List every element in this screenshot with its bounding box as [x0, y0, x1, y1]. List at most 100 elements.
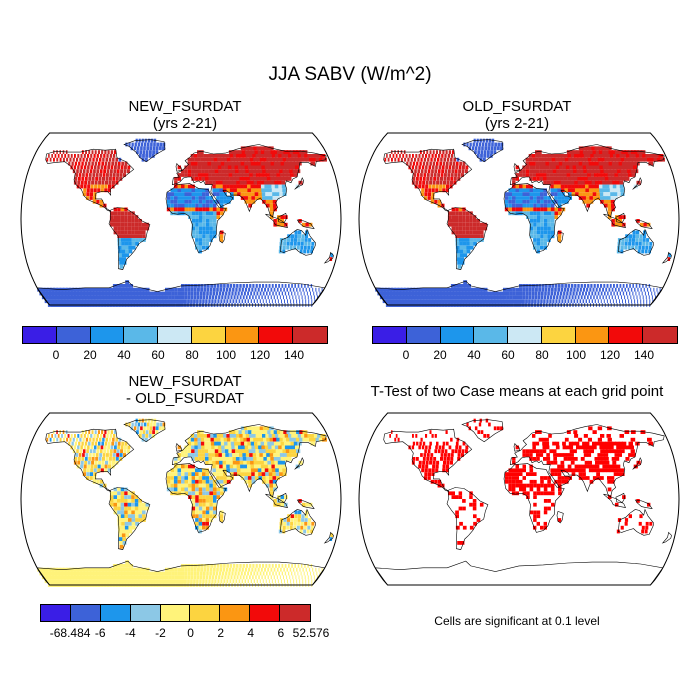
colorbar-label: 100 [215, 348, 237, 362]
panel-title-new-line1: NEW_FSURDAT [128, 98, 242, 115]
coastline-australia [279, 508, 316, 536]
panel-title-ttest-line1: T-Test of two Case means at each grid po… [370, 383, 664, 400]
colorbar-box [373, 327, 407, 343]
coastline-southAmerica [446, 207, 489, 270]
main-title: JJA SABV (W/m^2) [268, 64, 432, 85]
map-ttest [358, 412, 680, 586]
coastline-greenland [123, 419, 166, 443]
map-old-fsurdat [358, 132, 680, 307]
colorbar-box [70, 605, 101, 621]
colorbar-label: 0 [187, 626, 194, 640]
coastline-madagascar [218, 231, 226, 244]
coastline-northAmerica [383, 428, 473, 492]
map-boundary [20, 132, 342, 306]
panel-title-diff-line1: NEW_FSURDAT [128, 373, 242, 390]
coastline-indonesia [603, 493, 627, 509]
colorbar-box [190, 605, 221, 621]
colorbar-box [575, 327, 610, 343]
colorbar-label: 20 [83, 348, 97, 362]
coastline-eurasia [509, 144, 665, 218]
colorbar-box [160, 605, 191, 621]
colorbar-box [41, 605, 71, 621]
colorbar-box [90, 327, 125, 343]
colorbar-label: 120 [599, 348, 621, 362]
map-boundary [358, 132, 680, 306]
colorbar-boxes [22, 326, 328, 344]
colorbar-label: 120 [249, 348, 271, 362]
coastline-newGuinea [296, 219, 315, 230]
coastline-newZealand [323, 531, 334, 544]
colorbar-box [541, 327, 576, 343]
coastline-madagascar [556, 231, 564, 244]
colorbar-label: 2 [217, 626, 224, 640]
map-difference [20, 412, 342, 587]
coastline-southAmerica [446, 487, 489, 550]
coastline-northAmerica [383, 148, 473, 212]
coastline-borneo [277, 212, 288, 224]
coastline-japan [632, 177, 643, 190]
colorbar-box [225, 327, 260, 343]
colorbar-box [158, 327, 192, 343]
colorbar-box [406, 327, 441, 343]
coastline-eurasia [171, 144, 327, 218]
coastline-africa [503, 463, 565, 533]
colorbar-label: -68.484 [49, 626, 91, 640]
coastline-japan [632, 457, 643, 470]
colorbar-new: 0 20 40 60 80 100 120 140 [22, 326, 328, 366]
coastline-africa [165, 463, 227, 533]
coastline-borneo [615, 492, 626, 504]
coastline-africa [165, 183, 227, 253]
panel-title-new-line2: (yrs 2-21) [152, 115, 218, 132]
colorbar-label: -4 [124, 626, 136, 640]
colorbar-box [130, 605, 161, 621]
coastline-greenland [461, 419, 504, 443]
coastline-indonesia [265, 493, 289, 509]
coastline-japan [294, 457, 305, 470]
colorbar-label: 0 [52, 348, 60, 362]
coastline-antarctica [36, 560, 326, 586]
colorbar-box [250, 605, 281, 621]
coastline-newZealand [661, 251, 672, 264]
map-boundary [358, 412, 680, 586]
colorbar-label: 100 [565, 348, 587, 362]
coastline-southAmerica [108, 487, 151, 550]
colorbar-boxes [40, 604, 311, 622]
coastline-antarctica [374, 560, 664, 586]
coastline-newZealand [323, 251, 334, 264]
coastline-australia [279, 228, 316, 256]
coastline-borneo [615, 212, 626, 224]
coastline-madagascar [218, 511, 226, 524]
panel-title-old-line2: (yrs 2-21) [484, 115, 550, 132]
coastline-uk [513, 442, 521, 452]
colorbar-box [23, 327, 57, 343]
colorbar-box [508, 327, 542, 343]
coastline-uk [175, 162, 183, 172]
coastline-japan [294, 177, 305, 190]
colorbar-box [440, 327, 475, 343]
coastline-newGuinea [634, 219, 653, 230]
colorbar-label: 40 [467, 348, 481, 362]
coastline-greenland [461, 139, 504, 163]
coastline-australia [617, 508, 654, 536]
coastline-eurasia [509, 424, 665, 498]
colorbar-box [56, 327, 91, 343]
coastline-antarctica [36, 280, 326, 306]
coastline-newZealand [661, 531, 672, 544]
panel-title-diff-line2: - OLD_FSURDAT [125, 390, 245, 407]
colorbar-label: -2 [155, 626, 166, 640]
panel-title-old: OLD_FSURDAT (yrs 2-21) [352, 98, 682, 132]
colorbar-box [100, 605, 131, 621]
coastline-greenland [123, 139, 166, 163]
colorbar-label: 80 [185, 348, 199, 362]
colorbar-diff: -68.484 -6 -4 -2 0 2 4 6 52.576 [40, 604, 329, 644]
colorbar-box [293, 327, 328, 343]
colorbar-label: 140 [283, 348, 305, 362]
colorbar-box [474, 327, 509, 343]
coastline-indonesia [603, 213, 627, 229]
coastline-uk [175, 442, 183, 452]
panel-title-new: NEW_FSURDAT (yrs 2-21) [20, 98, 350, 132]
colorbar-label: 140 [633, 348, 655, 362]
colorbar-label: -6 [94, 626, 106, 640]
coastline-northAmerica [45, 148, 135, 212]
coastline-africa [503, 183, 565, 253]
